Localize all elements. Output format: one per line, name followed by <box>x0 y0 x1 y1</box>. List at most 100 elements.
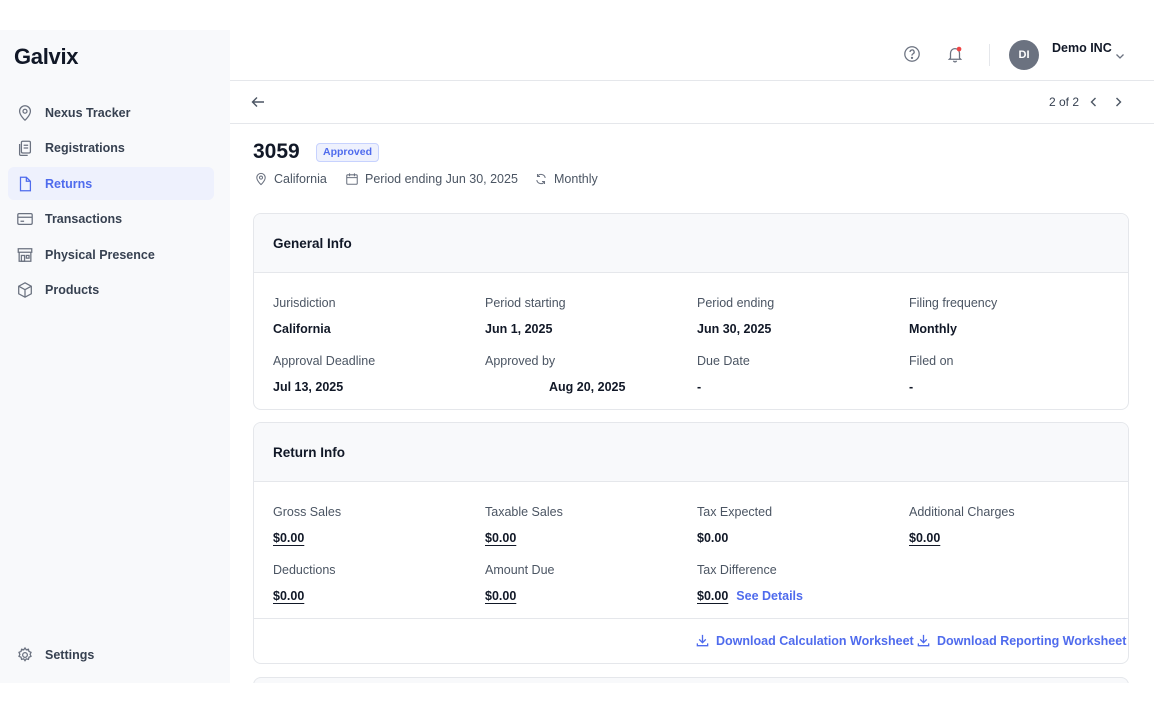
meta-period: Period ending Jun 30, 2025 <box>345 172 518 186</box>
general-info-card: General Info Jurisdiction California Per… <box>253 213 1129 410</box>
field-label: Filed on <box>909 354 954 368</box>
header-divider <box>989 44 990 66</box>
sidebar-nav: Nexus Tracker Registrations Returns Tran… <box>8 96 214 309</box>
sidebar-item-label: Registrations <box>45 141 125 155</box>
download-calc-label: Download Calculation Worksheet <box>716 633 914 648</box>
see-details-link[interactable]: See Details <box>736 589 803 603</box>
box-icon <box>16 281 34 299</box>
field-label: Period starting <box>485 296 566 310</box>
location-pin-icon <box>256 172 266 186</box>
help-icon[interactable] <box>903 45 921 63</box>
field-jurisdiction: Jurisdiction California <box>273 294 336 336</box>
field-value-link[interactable]: $0.00 <box>909 531 941 545</box>
field-label: Deductions <box>273 563 336 577</box>
field-value-link[interactable]: $0.00 <box>273 589 305 603</box>
sidebar-item-products[interactable]: Products <box>8 274 214 307</box>
sidebar-item-physical-presence[interactable]: Physical Presence <box>8 238 214 271</box>
sidebar-item-label: Transactions <box>45 212 123 226</box>
field-value-row: $0.00 See Details <box>697 589 803 603</box>
sidebar-item-settings[interactable]: Settings <box>8 638 214 671</box>
field-value: Jun 30, 2025 <box>697 322 772 336</box>
field-approved-by: Approved by Aug 20, 2025 <box>485 352 625 394</box>
sidebar-item-nexus-tracker[interactable]: Nexus Tracker <box>8 96 214 129</box>
sidebar-item-label: Products <box>45 283 100 297</box>
settings-label: Settings <box>45 647 95 662</box>
pager-text: 2 of 2 <box>1049 95 1080 109</box>
return-info-card: Return Info Gross Sales $0.00 Taxable Sa… <box>253 422 1129 664</box>
field-label: Due Date <box>697 354 750 368</box>
avatar[interactable]: DI <box>1009 40 1039 70</box>
bottom-mask <box>0 683 1154 720</box>
field-label: Amount Due <box>485 563 555 577</box>
field-taxable-sales: Taxable Sales $0.00 <box>485 503 563 545</box>
field-deductions: Deductions $0.00 <box>273 561 336 603</box>
field-label: Period ending <box>697 296 775 310</box>
field-value-link[interactable]: $0.00 <box>273 531 305 545</box>
field-label: Jurisdiction <box>273 296 336 310</box>
org-name[interactable]: Demo INC <box>1052 41 1112 55</box>
field-label: Approved by <box>485 354 556 368</box>
status-badge: Approved <box>316 143 380 162</box>
field-label: Additional Charges <box>909 505 1015 519</box>
sidebar-item-transactions[interactable]: Transactions <box>8 203 214 236</box>
field-value: $0.00 <box>697 531 729 545</box>
download-icon <box>917 634 930 647</box>
field-label: Taxable Sales <box>485 505 563 519</box>
gear-icon <box>16 646 34 664</box>
field-gross-sales: Gross Sales $0.00 <box>273 503 341 545</box>
field-amount-due: Amount Due $0.00 <box>485 561 554 603</box>
field-value-link[interactable]: $0.00 <box>697 589 729 603</box>
document-icon <box>16 175 34 193</box>
sub-header: 2 of 2 <box>230 81 1154 124</box>
field-value-link[interactable]: $0.00 <box>485 531 517 545</box>
field-tax-difference: Tax Difference $0.00 See Details <box>697 561 803 603</box>
sidebar-item-label: Physical Presence <box>45 247 155 262</box>
field-value: Aug 20, 2025 <box>549 380 626 394</box>
card-footer: Download Calculation Worksheet Download … <box>254 618 1128 663</box>
sidebar-item-label: Returns <box>45 176 93 191</box>
calendar-icon <box>346 173 358 185</box>
sidebar-item-returns[interactable]: Returns <box>8 167 214 200</box>
documents-icon <box>16 139 34 157</box>
field-additional-charges: Additional Charges $0.00 <box>909 503 1015 545</box>
field-period-ending: Period ending Jun 30, 2025 <box>697 294 774 336</box>
field-tax-expected: Tax Expected $0.00 <box>697 503 772 545</box>
back-arrow-icon[interactable] <box>250 94 266 110</box>
sidebar-item-registrations[interactable]: Registrations <box>8 132 214 165</box>
card-title: Return Info <box>273 444 345 460</box>
field-value: - <box>909 380 914 394</box>
storefront-icon <box>16 246 34 264</box>
location-pin-icon <box>16 104 34 122</box>
field-value: Jul 13, 2025 <box>273 380 344 394</box>
field-label: Gross Sales <box>273 505 342 519</box>
field-label: Filing frequency <box>909 296 998 310</box>
refresh-icon <box>536 173 546 185</box>
download-report-label: Download Reporting Worksheet <box>937 633 1127 648</box>
period-text: Period ending Jun 30, 2025 <box>365 172 518 186</box>
field-filing-frequency: Filing frequency Monthly <box>909 294 997 336</box>
credit-card-icon <box>16 210 34 228</box>
chevron-right-icon[interactable] <box>1111 95 1125 109</box>
field-filed-on: Filed on - <box>909 352 953 394</box>
field-label: Approval Deadline <box>273 354 376 368</box>
sidebar-item-label: Nexus Tracker <box>45 105 131 120</box>
return-number: 3059 <box>253 140 300 163</box>
field-value-link[interactable]: $0.00 <box>485 589 517 603</box>
frequency-text: Monthly <box>554 172 598 186</box>
sidebar: Galvix Nexus Tracker Registrations Retur… <box>0 30 230 683</box>
chevron-left-icon[interactable] <box>1087 95 1101 109</box>
location-text: California <box>274 172 327 186</box>
field-approval-deadline: Approval Deadline Jul 13, 2025 <box>273 352 375 394</box>
notification-bell-icon[interactable] <box>946 45 964 63</box>
card-title: General Info <box>273 235 352 251</box>
download-calculation-worksheet-button[interactable]: Download Calculation Worksheet <box>695 633 914 648</box>
field-due-date: Due Date - <box>697 352 750 394</box>
meta-location: California <box>254 172 327 186</box>
next-card-edge <box>253 677 1129 687</box>
field-value: Jun 1, 2025 <box>485 322 553 336</box>
top-header: DI Demo INC <box>230 30 1154 81</box>
chevron-down-icon[interactable] <box>1114 49 1126 61</box>
field-value: Monthly <box>909 322 957 336</box>
field-value: California <box>273 322 331 336</box>
download-reporting-worksheet-button[interactable]: Download Reporting Worksheet <box>916 633 1126 648</box>
